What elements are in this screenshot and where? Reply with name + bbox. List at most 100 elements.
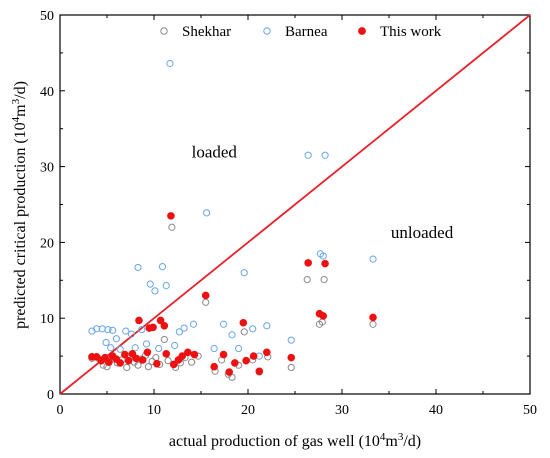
point-this-work bbox=[138, 356, 147, 364]
point-this-work bbox=[190, 350, 199, 359]
point-shekhar bbox=[168, 223, 176, 231]
x-tick-label: 10 bbox=[147, 403, 161, 418]
point-this-work bbox=[135, 316, 143, 325]
point-shekhar bbox=[123, 363, 131, 372]
point-barnea bbox=[138, 325, 146, 334]
x-tick-label: 50 bbox=[523, 403, 537, 418]
point-barnea bbox=[155, 344, 163, 353]
point-barnea bbox=[102, 338, 110, 347]
point-barnea bbox=[158, 263, 167, 271]
point-this-work bbox=[160, 321, 169, 330]
point-this-work bbox=[263, 348, 271, 357]
point-this-work bbox=[153, 359, 161, 368]
point-shekhar bbox=[202, 298, 210, 306]
y-axis-title: predicted critical production (104m3/d) bbox=[10, 81, 29, 329]
point-shekhar bbox=[240, 328, 248, 336]
point-this-work bbox=[167, 212, 175, 220]
point-barnea bbox=[287, 336, 295, 344]
x-axis-title: actual production of gas well (104m3/d) bbox=[169, 431, 421, 450]
y-tick-label: 20 bbox=[40, 236, 54, 251]
point-this-work bbox=[321, 259, 329, 268]
point-this-work bbox=[178, 352, 186, 360]
point-barnea bbox=[240, 269, 248, 277]
y-tick-label: 40 bbox=[40, 85, 54, 100]
point-this-work bbox=[184, 348, 192, 357]
point-barnea bbox=[189, 320, 198, 328]
point-this-work bbox=[105, 358, 113, 366]
point-shekhar bbox=[152, 354, 160, 362]
point-shekhar bbox=[303, 275, 311, 284]
point-this-work bbox=[149, 323, 157, 332]
point-shekhar bbox=[188, 358, 196, 366]
point-barnea bbox=[93, 325, 101, 333]
x-tick-label: 20 bbox=[241, 403, 255, 418]
x-tick-label: 30 bbox=[335, 403, 349, 418]
point-barnea bbox=[151, 287, 159, 295]
point-barnea bbox=[321, 151, 329, 159]
point-barnea bbox=[166, 59, 174, 68]
point-barnea bbox=[175, 328, 183, 336]
point-barnea bbox=[122, 327, 130, 335]
point-this-work bbox=[225, 368, 233, 376]
point-barnea bbox=[369, 255, 377, 263]
x-tick-label: 40 bbox=[429, 403, 443, 418]
y-tick-label: 10 bbox=[40, 312, 54, 327]
point-barnea bbox=[180, 324, 188, 332]
x-tick-label: 0 bbox=[57, 403, 64, 418]
point-barnea bbox=[319, 252, 327, 260]
point-barnea bbox=[162, 282, 170, 290]
point-barnea bbox=[304, 151, 312, 159]
legend-marker-this-work bbox=[358, 27, 366, 35]
point-barnea bbox=[249, 325, 257, 333]
point-barnea bbox=[171, 341, 179, 350]
point-this-work bbox=[124, 356, 133, 365]
point-shekhar bbox=[160, 335, 168, 344]
point-barnea bbox=[263, 322, 271, 330]
point-barnea bbox=[107, 344, 115, 352]
point-this-work bbox=[255, 367, 264, 376]
point-barnea bbox=[219, 320, 228, 328]
annotations-layer: loaded unloaded bbox=[192, 143, 454, 242]
y-tick-label: 50 bbox=[40, 9, 54, 24]
y-tick-label: 0 bbox=[47, 388, 54, 403]
legend-label-barnea: Barnea bbox=[285, 24, 328, 40]
point-this-work bbox=[210, 362, 218, 371]
legend-label-this-work: This work bbox=[380, 24, 442, 40]
legend-marker-shekhar bbox=[160, 27, 168, 35]
point-barnea bbox=[104, 325, 112, 334]
annotation-loaded: loaded bbox=[192, 143, 238, 162]
point-this-work bbox=[369, 313, 377, 322]
point-this-work bbox=[219, 350, 228, 359]
legend: Shekhar Barnea This work bbox=[160, 24, 442, 40]
point-barnea bbox=[109, 326, 117, 334]
point-barnea bbox=[127, 330, 136, 338]
point-barnea bbox=[235, 344, 243, 353]
annotation-unloaded: unloaded bbox=[391, 223, 454, 242]
point-shekhar bbox=[320, 275, 328, 284]
point-barnea bbox=[116, 345, 124, 353]
point-this-work bbox=[116, 359, 124, 367]
point-this-work bbox=[132, 354, 140, 363]
point-this-work bbox=[319, 312, 328, 320]
point-shekhar bbox=[164, 357, 172, 365]
point-barnea bbox=[134, 263, 142, 272]
reference-line bbox=[59, 14, 531, 395]
point-barnea bbox=[131, 344, 139, 352]
axis-ticks: 0 10 20 30 40 50 0 10 20 30 40 50 bbox=[40, 9, 537, 418]
point-barnea bbox=[146, 280, 154, 288]
point-this-work bbox=[162, 350, 171, 358]
point-this-work bbox=[156, 316, 165, 325]
y-tick-label: 30 bbox=[40, 161, 54, 176]
point-this-work bbox=[287, 353, 296, 362]
point-shekhar bbox=[369, 320, 377, 328]
point-barnea bbox=[210, 344, 218, 353]
point-this-work bbox=[143, 348, 152, 357]
reference-line-layer bbox=[59, 14, 531, 395]
point-shekhar bbox=[287, 363, 295, 372]
point-barnea bbox=[142, 340, 151, 348]
legend-marker-barnea bbox=[263, 27, 271, 35]
point-this-work bbox=[201, 291, 210, 300]
point-shekhar bbox=[144, 363, 152, 371]
point-this-work bbox=[121, 350, 129, 359]
